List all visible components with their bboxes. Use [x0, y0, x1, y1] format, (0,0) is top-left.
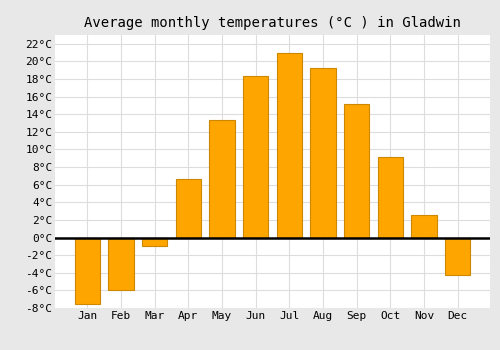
Bar: [310, 68, 336, 238]
Bar: [108, 238, 134, 290]
Bar: [243, 76, 268, 238]
Bar: [176, 178, 201, 238]
Bar: [378, 156, 403, 238]
Bar: [412, 215, 436, 238]
Bar: [344, 104, 370, 238]
Title: Average monthly temperatures (°C ) in Gladwin: Average monthly temperatures (°C ) in Gl…: [84, 16, 461, 30]
Bar: [142, 238, 168, 246]
Bar: [445, 238, 470, 275]
Bar: [75, 238, 100, 303]
Bar: [276, 52, 302, 238]
Bar: [210, 120, 234, 238]
